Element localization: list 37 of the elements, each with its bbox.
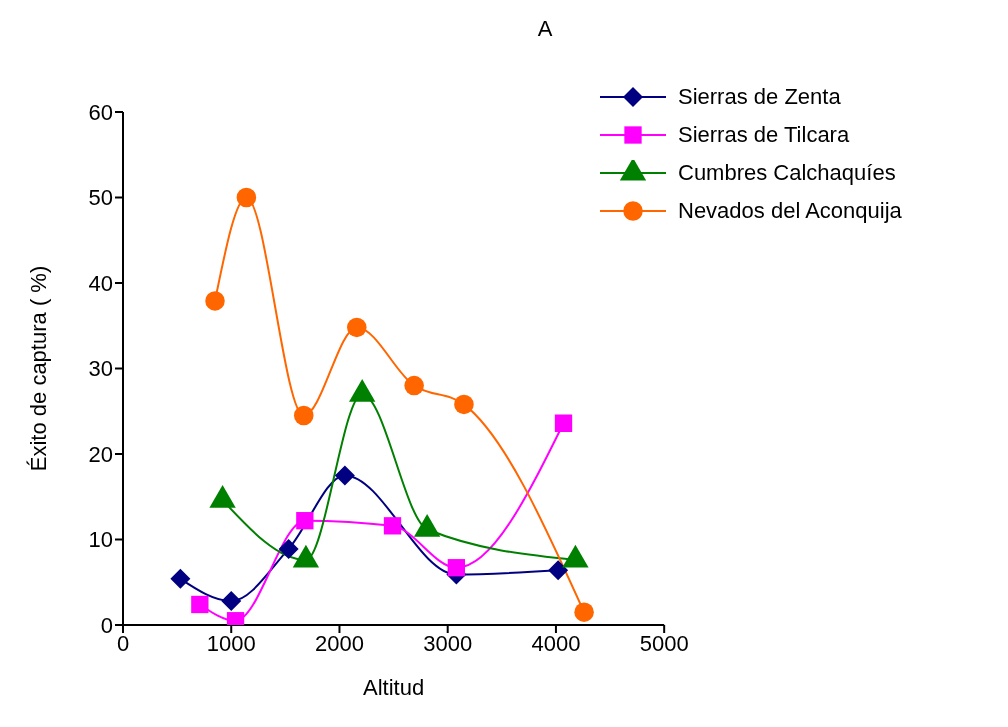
y-tick-label: 20 (88, 441, 113, 467)
legend-label: Nevados del Aconquija (678, 198, 902, 224)
legend-label: Sierras de Zenta (678, 84, 841, 110)
x-axis-title: Altitud (363, 675, 425, 700)
y-axis-title: Éxito de captura ( %) (25, 265, 51, 472)
point (404, 375, 424, 396)
x-tick-label: 2000 (314, 630, 364, 656)
chart-title: A (536, 16, 554, 42)
point (574, 602, 594, 622)
point (205, 291, 225, 311)
point (236, 187, 257, 208)
point (454, 394, 474, 415)
point (447, 559, 466, 577)
legend-label: Sierras de Tilcara (678, 122, 850, 148)
point (554, 414, 573, 432)
point (334, 465, 355, 486)
x-tick-label: 0 (116, 630, 130, 656)
point (383, 517, 402, 535)
point (296, 512, 314, 530)
point (221, 591, 242, 612)
y-tick-label: 40 (88, 270, 113, 296)
x-tick-label: 4000 (531, 630, 581, 656)
point (170, 568, 191, 589)
x-tick-label: 5000 (639, 630, 689, 656)
point (278, 538, 299, 559)
y-tick-label: 60 (88, 99, 113, 125)
point (191, 595, 209, 614)
x-tick-label: 3000 (423, 630, 473, 656)
y-tick-label: 30 (88, 356, 113, 382)
point (548, 560, 569, 581)
x-tick-label: 1000 (206, 630, 256, 656)
y-tick-label: 0 (100, 612, 113, 638)
point (347, 317, 367, 338)
y-tick-label: 10 (88, 527, 113, 553)
legend-label: Cumbres Calchaquíes (678, 160, 896, 186)
point (293, 405, 314, 426)
y-tick-label: 50 (88, 185, 113, 211)
